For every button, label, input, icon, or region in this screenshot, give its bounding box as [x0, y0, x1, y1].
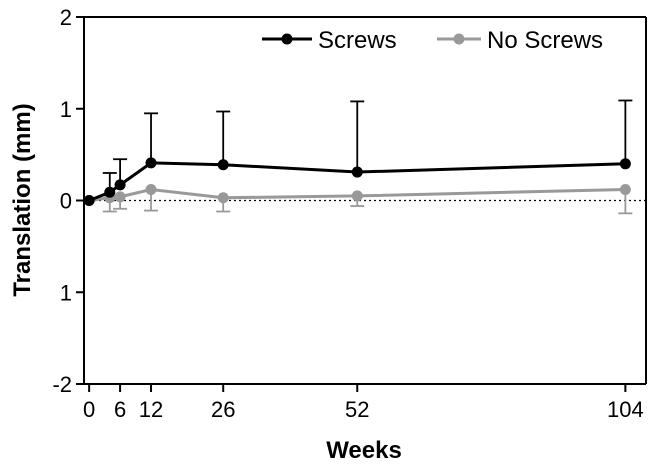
no-screws-point [217, 192, 229, 204]
y-tick-label: 1 [60, 280, 72, 305]
y-axis-title: Translation (mm) [9, 103, 36, 296]
screws-point [217, 159, 229, 171]
y-tick-label: -2 [52, 372, 72, 397]
legend-label-screws: Screws [318, 27, 397, 54]
x-tick-label: 104 [607, 397, 644, 422]
x-tick-label: 12 [139, 397, 163, 422]
x-tick-label: 0 [83, 397, 95, 422]
y-tick-label: 0 [60, 189, 72, 214]
screws-point [83, 195, 95, 206]
legend-label-no-screws: No Screws [487, 27, 603, 54]
y-tick-label: 1 [60, 97, 72, 122]
no-screws-point [351, 190, 363, 202]
legend-marker-screws [281, 33, 293, 45]
screws-point [114, 179, 126, 191]
no-screws-point [145, 183, 157, 195]
no-screws-point [114, 191, 126, 203]
x-tick-label: 6 [114, 397, 126, 422]
x-tick-label: 26 [211, 397, 235, 422]
legend-marker-no-screws [453, 33, 465, 45]
x-tick-label: 52 [345, 397, 369, 422]
screws-point [104, 186, 116, 198]
x-axis-title: Weeks [326, 437, 402, 464]
no-screws-point [619, 183, 631, 195]
y-tick-label: 2 [60, 5, 72, 30]
screws-point [145, 157, 157, 169]
screws-point [351, 166, 363, 178]
screws-point [619, 158, 631, 170]
